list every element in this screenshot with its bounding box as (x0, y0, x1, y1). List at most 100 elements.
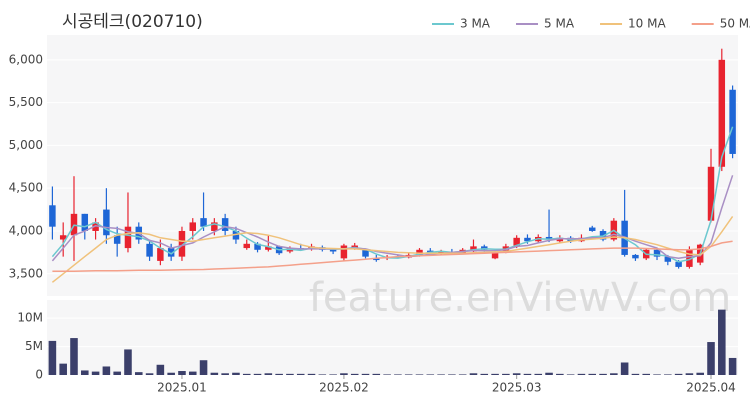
chart-title: 시공테크(020710) (62, 12, 203, 32)
volume-bar (296, 373, 305, 375)
volume-bar (566, 374, 575, 375)
volume-bar (469, 373, 478, 375)
volume-bar (523, 373, 532, 375)
volume-bar (545, 372, 553, 375)
volume-bar (167, 372, 175, 375)
volume-bar (318, 374, 327, 375)
volume-bar (361, 373, 370, 375)
x-tick-label: 2025.02 (319, 381, 369, 395)
y-tick-label: 4,000 (9, 223, 43, 237)
volume-bar (199, 360, 208, 375)
volume-bar (437, 374, 445, 375)
candle-body (254, 243, 261, 250)
y-tick-label: 0 (35, 368, 43, 382)
volume-bar (145, 373, 154, 375)
candle-body (232, 230, 240, 240)
candle-body (373, 258, 380, 261)
x-tick-label: 2025.04 (686, 381, 736, 395)
candle-body (329, 249, 337, 252)
volume-bar (113, 371, 121, 375)
volume-bar (232, 372, 240, 375)
candle-body (243, 243, 250, 249)
candle-body (189, 222, 196, 231)
volume-bar (264, 373, 273, 375)
candle-body (524, 237, 531, 242)
ma-line (51, 126, 734, 263)
candle-body (157, 248, 164, 261)
candle-body (211, 222, 218, 231)
candle-body (664, 256, 672, 262)
volume-bar (653, 374, 661, 375)
volume-bar (70, 338, 78, 375)
volume-bar (350, 373, 359, 375)
candle-body (178, 230, 186, 257)
y-tick-label: 6,000 (9, 52, 43, 66)
volume-bar (502, 373, 510, 375)
volume-bar (599, 373, 607, 375)
volume-bar (124, 349, 132, 375)
y-tick-label: 5,500 (9, 95, 43, 109)
legend-label: 3 MA (460, 17, 491, 31)
candle-body (265, 246, 272, 250)
candle-body (491, 251, 499, 259)
candle-body (146, 243, 153, 257)
y-tick-label: 10M (17, 311, 43, 325)
volume-bar (188, 371, 197, 375)
candle-body (167, 248, 175, 257)
candle-body (632, 254, 639, 259)
y-tick-label: 5,000 (9, 138, 43, 152)
volume-bar (707, 342, 715, 375)
volume-bar (620, 362, 629, 375)
volume-bar (404, 374, 413, 375)
candle-body (81, 213, 89, 231)
volume-bar (674, 373, 683, 375)
volume-bar (91, 371, 100, 375)
volume-bar (340, 373, 348, 375)
ma-line (51, 175, 734, 262)
candle-body (729, 89, 736, 154)
volume-bar (458, 374, 467, 375)
candle-body (427, 250, 434, 253)
ma-line (52, 240, 733, 272)
volume-bar (685, 373, 694, 375)
candle-body (437, 251, 445, 254)
candle-body (707, 166, 715, 221)
candle-body (545, 236, 553, 240)
volume-bar (642, 373, 651, 375)
volume-bar (728, 357, 737, 375)
ma-line (51, 215, 734, 283)
volume-bar (480, 373, 489, 375)
volume-bar (329, 374, 337, 375)
legend-label: 50 MA (720, 17, 750, 31)
volume-bar (210, 372, 219, 375)
volume-bar (253, 373, 262, 375)
volume-bar (81, 370, 89, 375)
candle-body (653, 249, 661, 257)
volume-bar (275, 373, 283, 375)
candle-body (686, 249, 693, 267)
candle-body (124, 226, 132, 249)
volume-bar (242, 373, 251, 375)
candle-body (416, 249, 423, 255)
x-tick-label: 2025.01 (157, 381, 207, 395)
candle-body (556, 237, 564, 242)
candle-body (513, 237, 520, 246)
candle-body (59, 235, 67, 240)
candle-body (92, 222, 99, 231)
candle-body (49, 205, 56, 227)
volume-bar (383, 374, 391, 375)
volume-bar (394, 374, 402, 375)
volume-bar (48, 340, 57, 375)
volume-bar (588, 373, 597, 375)
volume-bar (631, 373, 640, 375)
volume-bar (577, 373, 586, 375)
volume-bar (534, 373, 543, 375)
candle-body (103, 209, 110, 236)
candle-body (470, 246, 477, 252)
volume-bar (610, 373, 618, 375)
y-tick-label: 5M (25, 339, 43, 353)
legend-label: 10 MA (628, 17, 666, 31)
volume-bar (512, 373, 521, 375)
